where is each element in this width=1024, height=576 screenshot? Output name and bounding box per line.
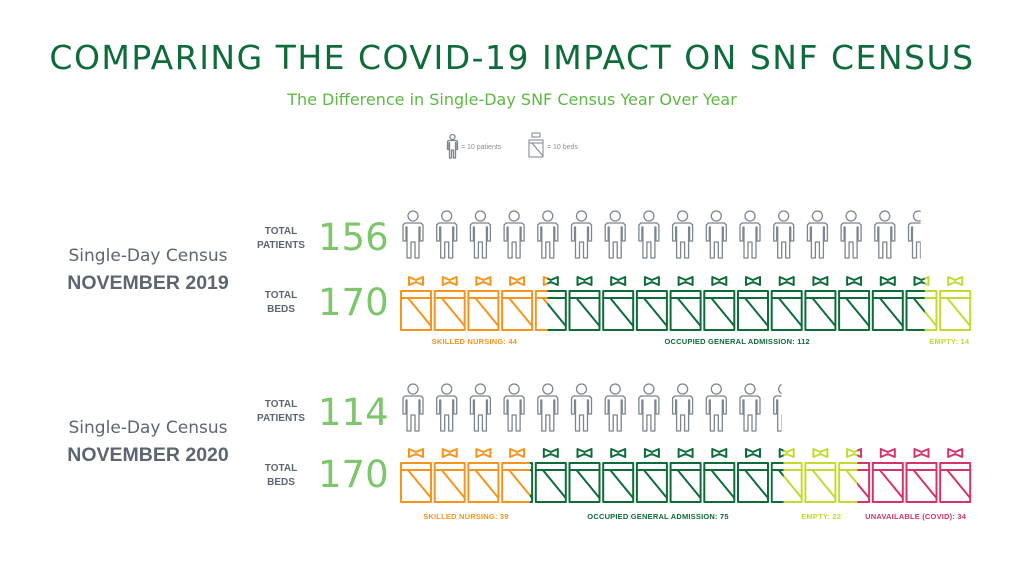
segment-label: EMPTY: 14 [929, 337, 970, 346]
patient-icon [739, 383, 761, 432]
patients-row-label: TOTAL PATIENTS [257, 226, 305, 251]
bed-icon [529, 462, 534, 503]
patient-icon [739, 210, 761, 259]
patient-icon [840, 210, 862, 259]
bed-icon [635, 448, 668, 503]
patient-icon [638, 210, 660, 259]
segment-label: EMPTY: 22 [801, 512, 842, 521]
bed-icon [871, 276, 904, 331]
patient-icon [469, 210, 492, 259]
bed-icon [857, 448, 871, 503]
patient-icon [537, 210, 559, 259]
bed-icon [433, 448, 466, 503]
patient-icon [806, 210, 829, 259]
bed-icon [905, 448, 938, 503]
bed-icon [547, 276, 567, 331]
legend-bed-icon [528, 132, 544, 158]
patient-icon [671, 383, 694, 432]
total-beds-value: 170 [318, 453, 389, 496]
patient-icon [436, 210, 458, 259]
patient-icon [537, 383, 559, 432]
bed-icon [737, 448, 769, 503]
patient-icon [874, 210, 896, 259]
bed-icon [770, 448, 785, 503]
patient-icon [705, 383, 727, 432]
patient-icon [638, 383, 660, 432]
patient-icon [604, 210, 626, 259]
segment-label: SKILLED NURSING: 39 [423, 512, 509, 521]
legend-patient-label: = 10 patients [461, 144, 502, 151]
bed-icon [703, 276, 736, 331]
census-block-2020: Single-Day Census NOVEMBER 2020 [18, 418, 278, 467]
bed-icon [871, 448, 904, 503]
bed-icon [924, 276, 938, 331]
patient-icon [503, 383, 525, 432]
bed-icon [838, 276, 871, 331]
patient-icon [705, 210, 727, 259]
bed-icon [534, 448, 567, 503]
census-block-2019: Single-Day Census NOVEMBER 2019 [18, 246, 278, 295]
bed-icon [770, 276, 803, 331]
patient-icon [436, 383, 458, 432]
bed-icon [568, 448, 601, 503]
patient-icon [671, 210, 694, 259]
bed-icon [467, 448, 500, 503]
bed-icon [783, 448, 803, 503]
patient-icon [907, 210, 921, 259]
bed-icon [737, 276, 769, 331]
census-label: Single-Day Census [68, 246, 228, 266]
bed-icon [602, 276, 635, 331]
patient-icon [469, 383, 492, 432]
total-patients-value: 114 [318, 391, 389, 434]
segment-label: OCCUPIED GENERAL ADMISSION: 75 [587, 512, 729, 521]
total-patients-value: 156 [318, 216, 389, 259]
segment-label: UNAVAILABLE (COVID): 34 [865, 512, 967, 521]
bed-icon [568, 276, 601, 331]
bed-icon [804, 448, 837, 503]
segment-label: OCCUPIED GENERAL ADMISSION: 112 [664, 337, 810, 346]
total-beds-value: 170 [318, 281, 389, 324]
patient-icon [604, 383, 626, 432]
patients-row-label: TOTAL PATIENTS [257, 399, 305, 424]
bed-icon [400, 448, 432, 503]
patient-icon [402, 210, 424, 259]
beds-row-label: TOTAL BEDS [264, 463, 298, 488]
bed-icon [939, 448, 972, 503]
bed-icon [400, 276, 432, 331]
legend-patient-icon [446, 133, 459, 159]
bed-icon [433, 276, 466, 331]
legend-bed-label: = 10 beds [547, 144, 578, 151]
bed-icon [534, 276, 549, 331]
bed-icon [804, 276, 837, 331]
bed-icon [669, 276, 702, 331]
patient-icon [773, 383, 782, 432]
bed-icon [602, 448, 635, 503]
bed-icon [669, 448, 702, 503]
bed-icon [939, 276, 972, 331]
beds-row-label: TOTAL BEDS [264, 290, 298, 315]
bed-icon [703, 448, 736, 503]
legend-person-shape [446, 133, 459, 159]
census-date: NOVEMBER 2019 [67, 272, 229, 294]
bed-icon [467, 276, 500, 331]
census-label: Single-Day Census [68, 418, 228, 438]
chart-subtitle: The Difference in Single-Day SNF Census … [287, 90, 737, 109]
bed-icon [501, 276, 534, 331]
patient-icon [773, 210, 795, 259]
patient-icon [503, 210, 525, 259]
patient-icon [570, 383, 593, 432]
census-date: NOVEMBER 2020 [67, 444, 229, 466]
bed-icon [501, 448, 531, 503]
patient-icon [570, 210, 593, 259]
bed-icon [635, 276, 668, 331]
chart-title: COMPARING THE COVID-19 IMPACT ON SNF CEN… [49, 38, 975, 77]
segment-label: SKILLED NURSING: 44 [431, 337, 518, 346]
patient-icon [402, 383, 424, 432]
